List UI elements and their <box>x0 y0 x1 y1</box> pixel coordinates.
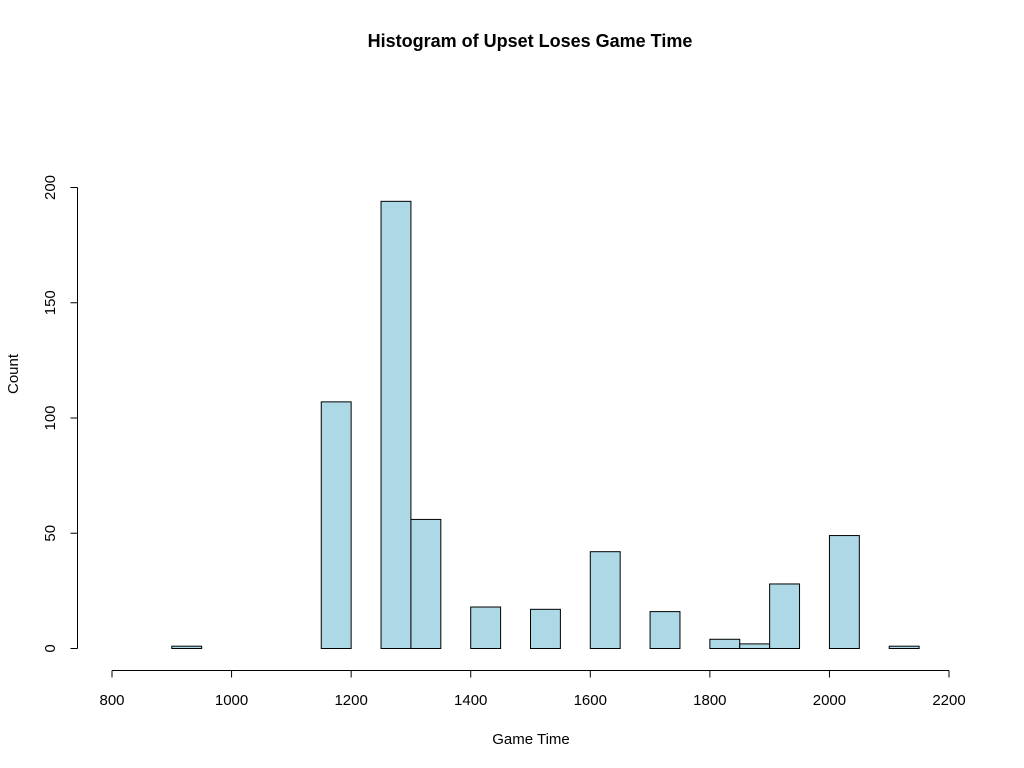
x-tick-label: 1000 <box>215 692 248 709</box>
x-tick-label: 1200 <box>334 692 367 709</box>
histogram-bar <box>410 518 442 649</box>
x-tick-label: 2000 <box>813 692 846 709</box>
x-tick-label: 1400 <box>454 692 487 709</box>
histogram-bar <box>739 643 771 650</box>
histogram-bar <box>709 638 741 650</box>
histogram-bar <box>828 535 860 649</box>
x-axis-title: Game Time <box>492 731 570 748</box>
histogram-bar <box>320 401 352 649</box>
x-axis: 800 1000 1200 1400 1600 1800 2000 2200 <box>99 670 966 709</box>
histogram-bar <box>470 606 502 650</box>
y-axis-title: Count <box>5 353 22 394</box>
histogram-bar <box>171 645 203 650</box>
bars-group <box>171 200 920 650</box>
x-tick-label: 800 <box>99 692 124 709</box>
histogram-bar <box>888 645 920 650</box>
y-axis: 0 50 100 150 200 <box>42 175 78 653</box>
x-tick-label: 2200 <box>932 692 965 709</box>
histogram-bar <box>380 200 412 650</box>
x-tick-label: 1600 <box>574 692 607 709</box>
y-tick-label: 100 <box>42 405 59 430</box>
y-tick-label: 0 <box>42 644 59 652</box>
y-tick-label: 200 <box>42 175 59 200</box>
y-tick-label: 150 <box>42 290 59 315</box>
histogram-bar <box>530 608 561 650</box>
histogram-bar <box>589 551 621 649</box>
x-tick-label: 1800 <box>693 692 726 709</box>
histogram-bar <box>769 583 801 650</box>
y-tick-label: 50 <box>42 525 59 542</box>
chart-title: Histogram of Upset Loses Game Time <box>368 31 693 51</box>
histogram-bar <box>649 611 681 649</box>
